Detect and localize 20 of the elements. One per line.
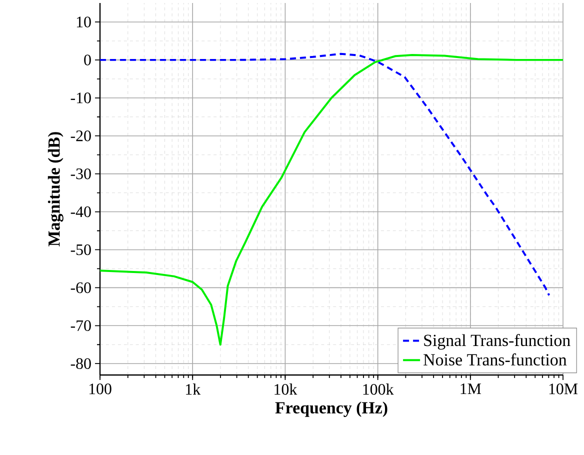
x-tick-label: 1k: [186, 384, 201, 395]
x-tick-label: 10M: [549, 384, 578, 394]
y-tick-label: -40: [70, 206, 91, 218]
y-tick-label: -70: [70, 320, 91, 332]
x-tick-label: 10k: [274, 384, 298, 395]
y-tick-label: -80: [70, 358, 91, 369]
y-tick-label: 10: [76, 16, 91, 28]
y-tick-label: -20: [70, 130, 91, 142]
legend-label: Signal Trans-function: [424, 334, 570, 350]
x-tick-label: 100k: [363, 384, 394, 395]
y-tick-label: 0: [84, 54, 91, 66]
y-tick-label: -50: [70, 244, 91, 256]
legend-label: Noise Trans-function: [424, 353, 567, 366]
y-tick-label: -60: [70, 282, 91, 294]
y-axis-title: Magnitude (dB): [48, 132, 64, 246]
x-tick-label: 100: [89, 384, 112, 394]
y-tick-label: -30: [70, 168, 91, 180]
x-axis-title: Frequency (Hz): [275, 402, 388, 417]
y-tick-label: -10: [70, 92, 91, 104]
x-tick-label: 1M: [460, 384, 482, 394]
